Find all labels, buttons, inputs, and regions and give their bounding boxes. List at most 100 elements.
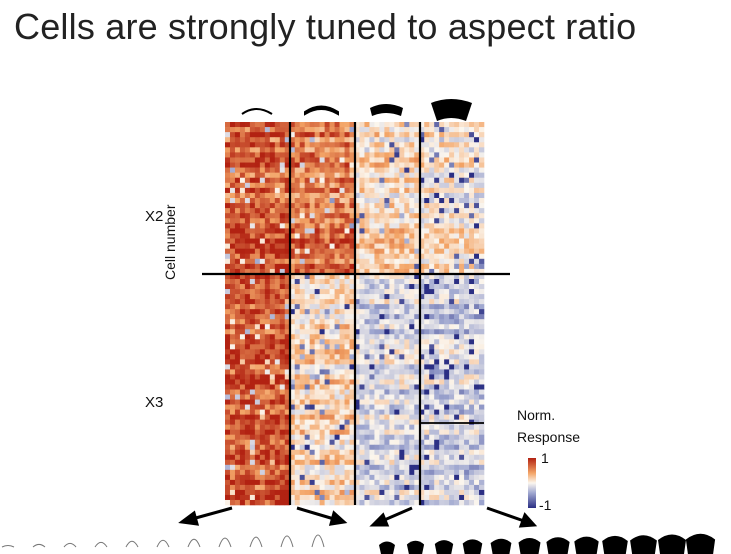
heatmap-cell — [259, 238, 266, 244]
heatmap-cell — [354, 314, 360, 320]
heatmap-cell — [239, 469, 246, 476]
heatmap-cell — [389, 354, 395, 360]
heatmap-cell — [274, 339, 281, 345]
heatmap-cell — [449, 263, 455, 270]
heatmap-cell — [279, 198, 286, 204]
heatmap-cell — [225, 248, 231, 255]
heatmap-cell — [424, 364, 430, 370]
heatmap-cell — [434, 132, 440, 138]
heatmap-cell — [334, 344, 340, 350]
heatmap-cell — [414, 192, 420, 199]
heatmap-cell — [249, 152, 256, 158]
heatmap-cell — [369, 177, 375, 184]
heatmap-cell — [269, 474, 276, 481]
heatmap-cell — [269, 449, 276, 456]
heatmap-cell — [434, 424, 440, 430]
heatmap-cell — [404, 203, 410, 209]
heatmap-cell — [389, 409, 395, 415]
heatmap-cell — [334, 218, 340, 224]
heatmap-cell — [319, 429, 325, 435]
heatmap-cell — [229, 208, 236, 214]
heatmap-cell — [294, 132, 301, 138]
heatmap-cell — [369, 414, 375, 420]
heatmap-cell — [259, 268, 266, 275]
heatmap-cell — [454, 294, 460, 300]
heatmap-cell — [419, 279, 425, 285]
heatmap-cell — [309, 147, 315, 153]
heatmap-cell — [349, 424, 355, 430]
heatmap-cell — [444, 429, 450, 435]
heatmap-cell — [299, 137, 305, 143]
heatmap-cell — [319, 464, 325, 471]
heatmap-cell — [314, 434, 320, 441]
heatmap-cell — [234, 198, 241, 204]
heatmap-cell — [309, 218, 315, 224]
heatmap-cell — [259, 334, 266, 340]
heatmap-cell — [324, 182, 330, 189]
heatmap-cell — [389, 238, 395, 244]
heatmap-cell — [424, 192, 430, 199]
heatmap-cell — [469, 304, 475, 310]
heatmap-cell — [464, 253, 470, 260]
heatmap-cell — [379, 489, 385, 496]
heatmap-cell — [329, 284, 335, 290]
heatmap-cell — [394, 233, 400, 239]
heatmap-cell — [225, 198, 231, 204]
heatmap-cell — [414, 344, 420, 350]
heatmap-cell — [399, 279, 405, 285]
heatmap-cell — [364, 274, 370, 280]
heatmap-cell — [304, 444, 310, 451]
heatmap-cell — [469, 228, 475, 234]
heatmap-cell — [369, 489, 375, 496]
heatmap-cell — [434, 263, 440, 270]
heatmap-cell — [259, 474, 266, 481]
heatmap-cell — [434, 208, 440, 214]
heatmap-cell — [349, 419, 355, 425]
heatmap-cell — [364, 424, 370, 430]
heatmap-cell — [274, 384, 281, 390]
heatmap-cell — [279, 404, 286, 410]
heatmap-cell — [225, 434, 231, 441]
heatmap-cell — [379, 253, 385, 260]
heatmap-cell — [439, 449, 445, 456]
heatmap-cell — [444, 379, 450, 385]
heatmap-cell — [324, 499, 330, 506]
heatmap-cell — [374, 177, 380, 184]
heatmap-cell — [314, 137, 320, 143]
heatmap-cell — [424, 499, 430, 506]
heatmap-cell — [259, 469, 266, 476]
heatmap-cell — [249, 309, 256, 315]
heatmap-cell — [459, 439, 465, 446]
heatmap-cell — [384, 198, 390, 204]
heatmap-cell — [449, 339, 455, 345]
heatmap-cell — [254, 459, 261, 466]
heatmap-cell — [289, 354, 296, 360]
heatmap-cell — [289, 274, 296, 280]
heatmap-cell — [354, 364, 360, 370]
heatmap-cell — [269, 233, 276, 239]
heatmap-cell — [364, 414, 370, 420]
heatmap-cell — [294, 449, 301, 456]
heatmap-cell — [319, 469, 325, 476]
heatmap-cell — [229, 359, 236, 365]
thin-shape-icon — [280, 535, 294, 548]
heatmap-cell — [244, 364, 251, 370]
heatmap-cell — [444, 309, 450, 315]
heatmap-cell — [289, 258, 296, 265]
heatmap-cell — [434, 324, 440, 330]
heatmap-cell — [334, 198, 340, 204]
heatmap-cell — [299, 469, 305, 476]
heatmap-cell — [319, 484, 325, 491]
heatmap-cell — [294, 334, 301, 340]
heatmap-cell — [454, 364, 460, 370]
heatmap-cell — [419, 414, 425, 420]
heatmap-cell — [419, 167, 425, 173]
heatmap-cell — [369, 213, 375, 219]
heatmap-cell — [374, 218, 380, 224]
heatmap-cell — [274, 329, 281, 335]
heatmap-cell — [454, 147, 460, 153]
heatmap-cell — [254, 157, 261, 163]
heatmap-cell — [249, 479, 256, 486]
heatmap-cell — [434, 177, 440, 184]
heatmap-cell — [459, 384, 465, 390]
